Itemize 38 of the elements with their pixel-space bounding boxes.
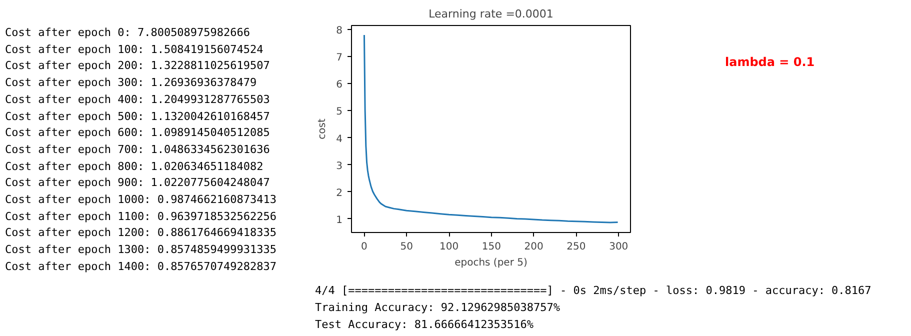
text: Training Accuracy: 92.12962985038757% (315, 301, 560, 314)
y-tick-label: 8 (336, 26, 343, 37)
text: Cost after epoch 800: 1.020634651184082 (5, 160, 264, 173)
text: 4/4 [==============================] - 0s 2ms/step - loss: 0.9819 - accuracy: 0.8167 (315, 284, 872, 297)
x-axis-title: epochs (per 5) (454, 258, 528, 268)
text: Cost after epoch 1000: 0.9874662160873413 (5, 193, 277, 206)
text: Cost after epoch 500: 1.1320042610168457 (5, 110, 270, 123)
x-tick-label: 250 (566, 242, 586, 252)
text: Test Accuracy: 81.66666412353516% (315, 318, 534, 331)
text: Cost after epoch 1400: 0.8576570749282837 (5, 260, 277, 273)
y-tick-label: 3 (336, 160, 343, 172)
line-series (363, 34, 619, 224)
text: Cost after epoch 400: 1.2049931287765503 (5, 92, 270, 106)
text: Cost after epoch 600: 1.0989145040512085 (5, 126, 270, 140)
text: Cost after epoch 300: 1.26936936378479 (5, 76, 257, 90)
x-tick-label: 0 (361, 242, 368, 252)
y-tick-label: 1 (336, 214, 343, 226)
text: Cost after epoch 700: 1.0486334562301636 (5, 142, 270, 156)
chart-title: Learning rate =0.0001 (428, 8, 554, 20)
x-tick-label: 100 (439, 242, 459, 252)
x-tick-label: 300 (609, 242, 628, 252)
y-tick-label: 6 (336, 80, 343, 91)
text: Cost after epoch 1200: 0.8861764669418335 (5, 226, 277, 240)
text: lambda = 0.1 (725, 54, 815, 71)
text: Cost after epoch 0: 7.800508975982666 (5, 26, 250, 39)
text: Cost after epoch 200: 1.3228811025619507 (5, 59, 270, 72)
y-axis-title: cost (317, 118, 328, 140)
text: Cost after epoch 100: 1.508419156074524 (5, 42, 264, 56)
y-tick-label: 7 (336, 52, 343, 64)
y-tick-label: 5 (336, 106, 343, 118)
x-tick-label: 200 (524, 242, 544, 252)
text: Cost after epoch 900: 1.0220775604248047 (5, 176, 270, 190)
y-tick-label: 2 (336, 188, 343, 199)
x-tick-label: 50 (400, 242, 413, 252)
y-tick-label: 4 (336, 134, 343, 145)
x-tick-label: 150 (482, 242, 501, 252)
text: Cost after epoch 1300: 0.8574859499931335 (5, 243, 277, 256)
text: Cost after epoch 1100: 0.9639718532562256 (5, 210, 277, 223)
